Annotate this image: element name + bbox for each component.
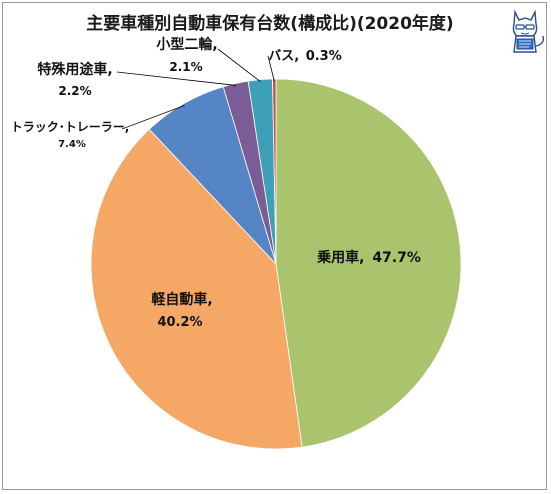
leader-lines xyxy=(116,48,275,130)
pie-slice-0 xyxy=(275,78,462,448)
label-bus-name: バス, xyxy=(268,49,299,64)
label-truck-name: トラック･トレーラー, xyxy=(11,120,130,134)
label-tokushu-pct: 2.2% xyxy=(58,84,91,98)
label-bus-pct: 0.3% xyxy=(306,49,342,64)
leader-line-4 xyxy=(217,48,261,82)
label-tokushu-name: 特殊用途車, xyxy=(37,61,112,78)
label-jouyousha-pct: 47.7% xyxy=(372,250,421,266)
chart-title: 主要車種別自動車保有台数(構成比)(2020年度) xyxy=(86,13,453,34)
label-kogata-pct: 2.1% xyxy=(169,60,202,74)
label-kei-name: 軽自動車, xyxy=(151,291,212,308)
pie-slice-5 xyxy=(272,78,277,265)
pie-slices xyxy=(90,78,462,450)
pie-slice-1 xyxy=(90,128,303,450)
svg-text:乗用車, 47.7%: 乗用車, 47.7% xyxy=(316,249,421,266)
leader-line-5 xyxy=(267,55,275,82)
label-kogata-name: 小型二輪, xyxy=(156,36,217,53)
leader-line-2 xyxy=(121,104,185,130)
label-kei-pct: 40.2% xyxy=(157,315,202,330)
label-truck-pct: 7.4% xyxy=(58,139,86,150)
leader-line-3 xyxy=(116,71,237,86)
mascot-cat-icon xyxy=(512,9,545,53)
svg-text:バス, 0.3%: バス, 0.3% xyxy=(268,49,342,64)
label-jouyousha-name: 乗用車, xyxy=(316,249,364,266)
